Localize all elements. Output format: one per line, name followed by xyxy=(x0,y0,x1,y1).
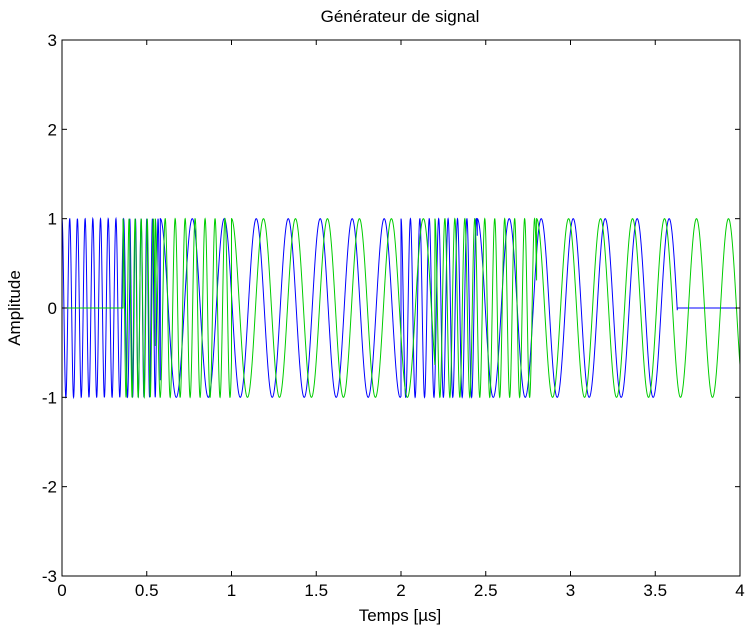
x-tick-label: 1.5 xyxy=(304,581,328,600)
x-tick-label: 0.5 xyxy=(135,581,159,600)
x-tick-label: 0 xyxy=(57,581,66,600)
y-tick-label: 0 xyxy=(48,299,57,318)
x-tick-label: 2.5 xyxy=(474,581,498,600)
y-tick-label: -1 xyxy=(42,388,57,407)
series-layer xyxy=(62,216,740,400)
y-tick-label: 2 xyxy=(48,120,57,139)
x-tick-label: 3 xyxy=(566,581,575,600)
chart-title: Générateur de signal xyxy=(321,7,480,26)
x-tick-label: 4 xyxy=(735,581,744,600)
y-axis-label: Amplitude xyxy=(5,270,24,346)
x-axis-label: Temps [µs] xyxy=(359,606,442,625)
series-line-2 xyxy=(62,217,740,400)
x-tick-label: 2 xyxy=(396,581,405,600)
series-line-1 xyxy=(62,216,740,400)
tick-layer: 0 0.5 1 1.5 2 2.5 3 3.5 4 -3 -2 -1 0 1 2 3 xyxy=(42,31,745,600)
y-tick-label: -2 xyxy=(42,478,57,497)
y-tick-label: 1 xyxy=(48,210,57,229)
x-tick-label: 3.5 xyxy=(643,581,667,600)
y-tick-label: -3 xyxy=(42,567,57,586)
x-tick-label: 1 xyxy=(227,581,236,600)
y-tick-label: 3 xyxy=(48,31,57,50)
